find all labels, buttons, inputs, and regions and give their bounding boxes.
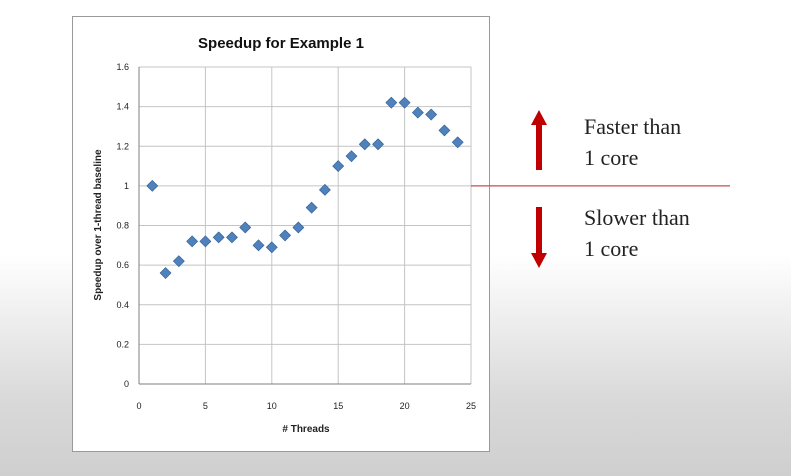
data-point: [279, 229, 292, 242]
chart-title: Speedup for Example 1: [198, 35, 364, 52]
data-point: [265, 241, 278, 254]
axis-layer: [138, 67, 471, 385]
slower-annotation: Slower than 1 core: [531, 205, 690, 268]
y-tick-label: 0.4: [116, 300, 129, 310]
data-point: [212, 231, 225, 244]
data-point: [372, 138, 384, 151]
marker-layer: [146, 96, 464, 279]
faster-line1: Faster than: [584, 114, 681, 139]
data-point: [199, 235, 212, 248]
x-tick-label: 0: [136, 401, 141, 411]
data-point: [292, 221, 305, 234]
slower-line1: Slower than: [584, 205, 690, 230]
x-tick-label: 15: [333, 401, 343, 411]
faster-line2: 1 core: [584, 145, 638, 170]
data-point: [318, 183, 331, 196]
data-point: [425, 108, 438, 121]
y-tick-label: 1.4: [116, 102, 129, 112]
faster-annotation: Faster than 1 core: [531, 110, 681, 170]
x-tick-label: 25: [466, 401, 476, 411]
y-tick-label: 0: [124, 379, 129, 389]
data-point: [411, 106, 424, 119]
data-point: [239, 221, 252, 234]
data-point: [172, 255, 185, 268]
y-tick-label: 1.2: [116, 141, 129, 151]
data-point: [305, 201, 318, 214]
x-axis-title: # Threads: [282, 424, 330, 435]
y-tick-label: 0.6: [116, 260, 129, 270]
data-point: [332, 160, 345, 172]
x-tick-label: 10: [267, 401, 277, 411]
data-point: [398, 96, 411, 109]
data-point: [186, 235, 199, 248]
data-point: [159, 267, 172, 279]
y-tick-label: 0.2: [116, 339, 129, 349]
down-arrow-icon: [531, 207, 547, 268]
data-point: [358, 138, 371, 151]
data-point: [345, 150, 358, 163]
data-point: [252, 239, 265, 252]
x-tick-label: 5: [203, 401, 208, 411]
slower-line2: 1 core: [584, 236, 638, 261]
data-point: [385, 96, 398, 109]
data-point: [438, 124, 451, 137]
tick-layer: 0 0.2 0.4 0.6 0.8 1 1.2 1.4 1.6 0 5 10 15 20 25: [116, 62, 476, 411]
x-tick-label: 20: [400, 401, 410, 411]
y-tick-label: 1.6: [116, 62, 129, 72]
up-arrow-icon: [531, 110, 547, 170]
data-point: [451, 136, 464, 149]
data-point: [226, 231, 238, 244]
y-axis-title: Speedup over 1-thread baseline: [93, 149, 104, 301]
data-point: [146, 179, 159, 192]
y-tick-label: 0.8: [116, 221, 129, 231]
y-tick-label: 1: [124, 181, 129, 191]
